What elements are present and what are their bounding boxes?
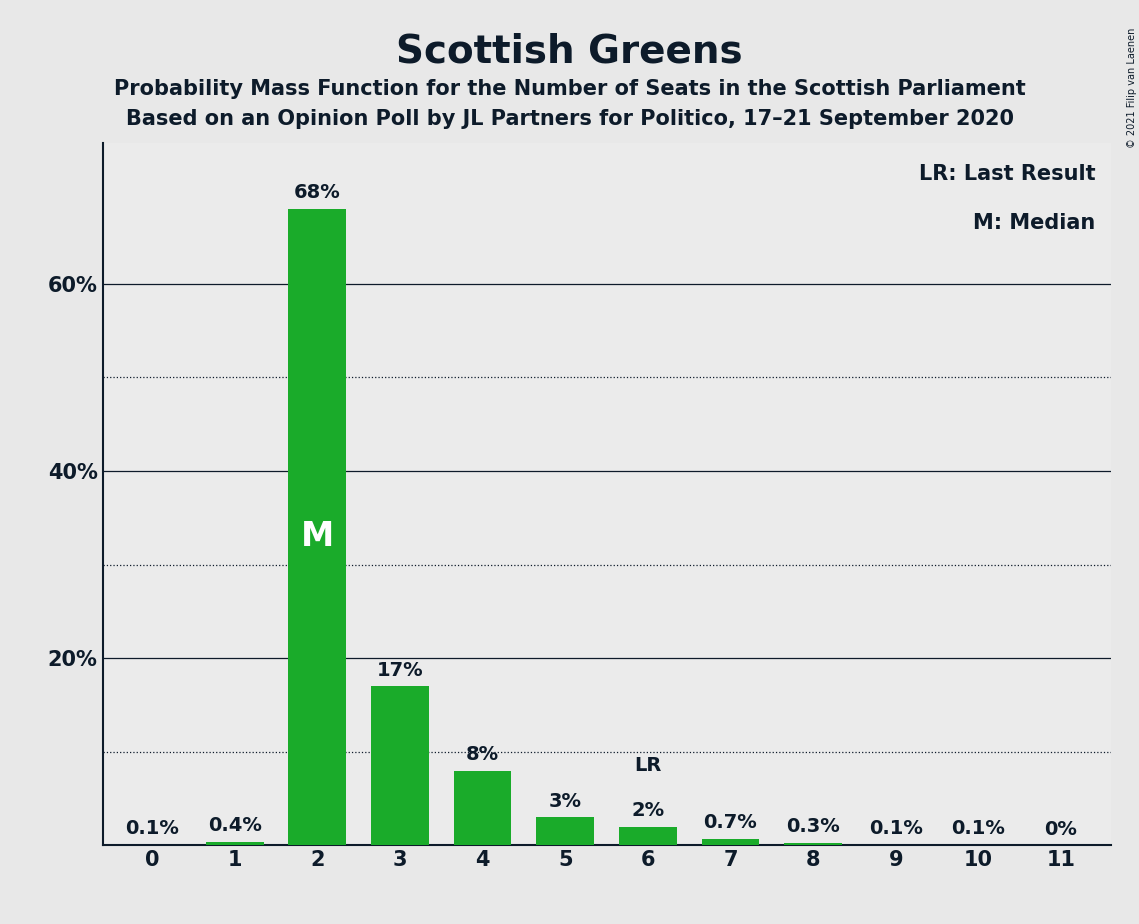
- Text: 0.7%: 0.7%: [704, 813, 757, 833]
- Text: 68%: 68%: [294, 183, 341, 202]
- Bar: [206, 842, 263, 845]
- Text: 0%: 0%: [1044, 820, 1077, 839]
- Text: M: Median: M: Median: [973, 213, 1096, 234]
- Text: Scottish Greens: Scottish Greens: [396, 32, 743, 70]
- Text: LR: LR: [634, 756, 662, 775]
- Text: 3%: 3%: [549, 792, 582, 811]
- Text: 17%: 17%: [377, 661, 424, 680]
- Text: 0.3%: 0.3%: [786, 817, 839, 836]
- Text: © 2021 Filip van Laenen: © 2021 Filip van Laenen: [1126, 28, 1137, 148]
- Bar: [784, 843, 842, 845]
- Text: 0.4%: 0.4%: [207, 816, 262, 835]
- Text: LR: Last Result: LR: Last Result: [919, 164, 1096, 184]
- Text: Probability Mass Function for the Number of Seats in the Scottish Parliament: Probability Mass Function for the Number…: [114, 79, 1025, 99]
- Text: Based on an Opinion Poll by JL Partners for Politico, 17–21 September 2020: Based on an Opinion Poll by JL Partners …: [125, 109, 1014, 129]
- Bar: [536, 818, 595, 845]
- Text: M: M: [301, 520, 334, 553]
- Text: 0.1%: 0.1%: [125, 819, 179, 838]
- Bar: [371, 687, 429, 845]
- Text: 2%: 2%: [631, 801, 664, 821]
- Bar: [618, 827, 677, 845]
- Bar: [453, 771, 511, 845]
- Bar: [702, 839, 760, 845]
- Text: 0.1%: 0.1%: [869, 819, 923, 838]
- Text: 0.1%: 0.1%: [951, 819, 1006, 838]
- Bar: [288, 209, 346, 845]
- Text: 8%: 8%: [466, 745, 499, 764]
